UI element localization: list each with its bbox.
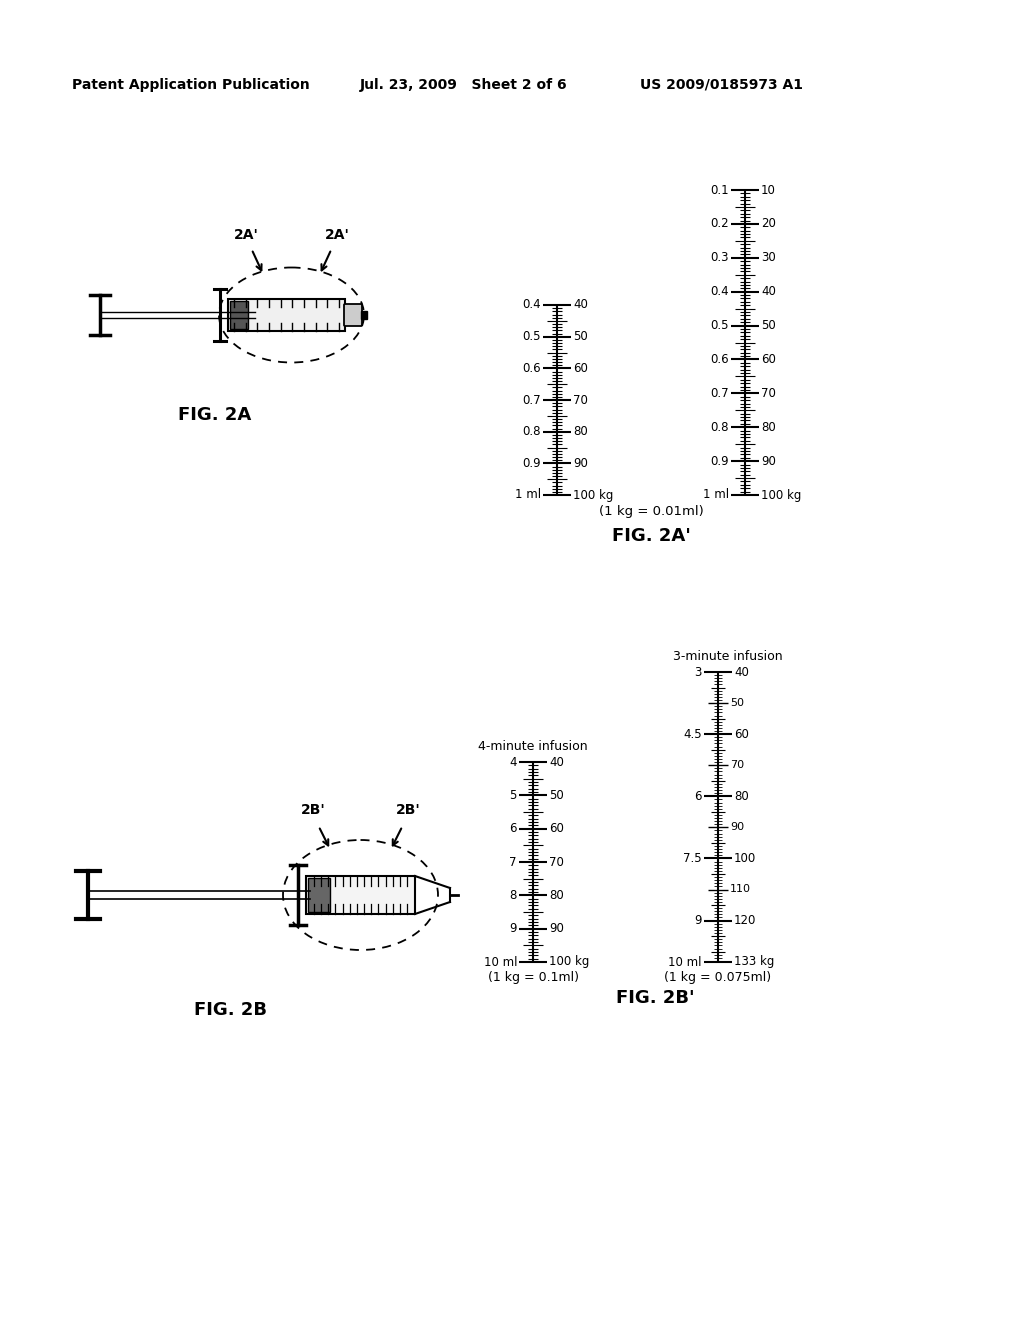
Bar (306, 876, 415, 913)
Text: 50: 50 (730, 698, 744, 708)
Text: 50: 50 (761, 319, 776, 333)
Text: 100 kg: 100 kg (549, 956, 590, 969)
Bar (308, 878, 330, 912)
Text: (1 kg = 0.01ml): (1 kg = 0.01ml) (599, 506, 703, 519)
Text: 80: 80 (549, 888, 564, 902)
Text: 90: 90 (549, 923, 564, 935)
Text: 9: 9 (694, 913, 702, 927)
Text: 0.2: 0.2 (711, 218, 729, 231)
Text: 80: 80 (761, 421, 776, 434)
Text: 0.3: 0.3 (711, 251, 729, 264)
Text: 0.7: 0.7 (522, 393, 541, 407)
FancyBboxPatch shape (344, 304, 362, 326)
Text: 0.1: 0.1 (711, 183, 729, 197)
Text: 50: 50 (573, 330, 588, 343)
Text: FIG. 2B': FIG. 2B' (616, 989, 695, 1007)
Text: 40: 40 (549, 755, 564, 768)
Text: 70: 70 (730, 760, 744, 770)
Text: Jul. 23, 2009   Sheet 2 of 6: Jul. 23, 2009 Sheet 2 of 6 (360, 78, 567, 92)
Text: 0.5: 0.5 (522, 330, 541, 343)
Bar (228, 300, 345, 331)
Text: 0.6: 0.6 (522, 362, 541, 375)
Text: 40: 40 (734, 665, 749, 678)
Text: 6: 6 (694, 789, 702, 803)
Text: 0.9: 0.9 (711, 454, 729, 467)
Text: 10 ml: 10 ml (669, 956, 702, 969)
Text: FIG. 2A: FIG. 2A (178, 407, 252, 424)
Text: 0.5: 0.5 (711, 319, 729, 333)
Text: 4-minute infusion: 4-minute infusion (478, 739, 588, 752)
Text: 0.8: 0.8 (711, 421, 729, 434)
Text: 70: 70 (549, 855, 564, 869)
Text: 6: 6 (510, 822, 517, 836)
Text: (1 kg = 0.075ml): (1 kg = 0.075ml) (665, 972, 771, 985)
Text: 70: 70 (761, 387, 776, 400)
Text: (1 kg = 0.1ml): (1 kg = 0.1ml) (487, 972, 579, 985)
Text: 80: 80 (734, 789, 749, 803)
Text: 2B': 2B' (395, 803, 420, 817)
Text: 0.8: 0.8 (522, 425, 541, 438)
Text: 100: 100 (734, 851, 757, 865)
Text: 120: 120 (734, 913, 757, 927)
Text: 4.5: 4.5 (683, 727, 702, 741)
Text: FIG. 2A': FIG. 2A' (611, 527, 690, 545)
Bar (361, 312, 367, 319)
Text: Patent Application Publication: Patent Application Publication (72, 78, 309, 92)
Text: 133 kg: 133 kg (734, 956, 774, 969)
Text: 40: 40 (573, 298, 588, 312)
Text: 0.7: 0.7 (711, 387, 729, 400)
Text: 5: 5 (510, 789, 517, 801)
Text: 90: 90 (730, 822, 744, 833)
Text: 3: 3 (694, 665, 702, 678)
Text: 30: 30 (761, 251, 776, 264)
Bar (230, 301, 248, 329)
Text: 80: 80 (573, 425, 588, 438)
Text: 10 ml: 10 ml (483, 956, 517, 969)
Text: 8: 8 (510, 888, 517, 902)
Text: 60: 60 (761, 352, 776, 366)
Text: 0.4: 0.4 (522, 298, 541, 312)
Text: 90: 90 (573, 457, 588, 470)
Text: 2A': 2A' (325, 228, 349, 242)
Text: 7: 7 (510, 855, 517, 869)
Text: 1 ml: 1 ml (702, 488, 729, 502)
Text: 3-minute infusion: 3-minute infusion (673, 649, 782, 663)
Text: 9: 9 (510, 923, 517, 935)
Text: 4: 4 (510, 755, 517, 768)
Text: 1 ml: 1 ml (515, 488, 541, 502)
Text: 0.9: 0.9 (522, 457, 541, 470)
Text: 0.4: 0.4 (711, 285, 729, 298)
Text: 70: 70 (573, 393, 588, 407)
Text: 0.6: 0.6 (711, 352, 729, 366)
Text: 50: 50 (549, 789, 564, 801)
Text: 10: 10 (761, 183, 776, 197)
Text: 60: 60 (549, 822, 564, 836)
Text: 2B': 2B' (301, 803, 326, 817)
Text: 7.5: 7.5 (683, 851, 702, 865)
Text: 90: 90 (761, 454, 776, 467)
Text: 20: 20 (761, 218, 776, 231)
Text: 60: 60 (734, 727, 749, 741)
Text: 100 kg: 100 kg (573, 488, 613, 502)
Text: 2A': 2A' (233, 228, 258, 242)
Text: 100 kg: 100 kg (761, 488, 802, 502)
Text: 40: 40 (761, 285, 776, 298)
Text: 110: 110 (730, 884, 751, 895)
Text: US 2009/0185973 A1: US 2009/0185973 A1 (640, 78, 803, 92)
Text: 60: 60 (573, 362, 588, 375)
Text: FIG. 2B: FIG. 2B (194, 1001, 266, 1019)
